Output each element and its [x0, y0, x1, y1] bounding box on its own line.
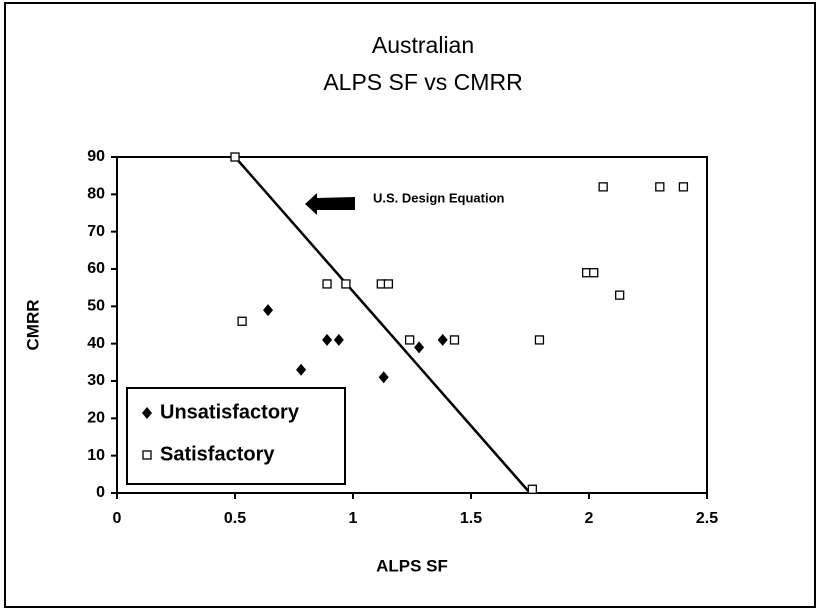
point [598, 182, 608, 192]
y-tick-label: 50 [87, 298, 105, 315]
point [333, 333, 344, 346]
point [341, 279, 351, 289]
point [678, 182, 689, 192]
point [655, 182, 665, 192]
y-tick-label: 20 [87, 410, 105, 427]
point [296, 363, 307, 376]
y-tick-label: 0 [96, 484, 105, 501]
y-tick-label: 60 [87, 260, 105, 277]
legend-label: Unsatisfactory [160, 401, 300, 423]
point [414, 341, 425, 354]
point [404, 335, 415, 345]
point [237, 316, 247, 326]
point [449, 335, 460, 345]
x-tick-label: 2 [585, 510, 594, 527]
y-tick-label: 30 [87, 372, 105, 389]
point [383, 279, 394, 289]
point [230, 152, 240, 162]
x-tick-label: 2.5 [696, 510, 718, 527]
y-tick-label: 10 [87, 447, 105, 464]
x-tick-label: 1.5 [460, 510, 482, 527]
point [322, 333, 333, 346]
plot-frame [116, 156, 708, 494]
x-tick-label: 1 [349, 510, 358, 527]
y-tick-label: 70 [87, 223, 105, 240]
chart-frame [4, 2, 816, 608]
point [263, 304, 274, 317]
y-axis-label: CMRR [23, 300, 42, 351]
point [437, 333, 448, 346]
legend-marker [142, 407, 152, 419]
legend-marker [142, 450, 152, 460]
x-axis-label: ALPS SF [376, 556, 448, 575]
y-tick-label: 40 [87, 335, 105, 352]
x-tick-label: 0 [113, 510, 122, 527]
point [527, 484, 538, 494]
legend [126, 387, 346, 485]
chart-title: Australian [372, 32, 474, 58]
point [615, 290, 625, 300]
point [534, 335, 545, 345]
design-line [234, 156, 531, 494]
x-tick-label: 0.5 [224, 510, 246, 527]
annotation-arrow [305, 193, 355, 215]
legend-label: Satisfactory [160, 443, 275, 465]
chart-title: ALPS SF vs CMRR [323, 69, 522, 95]
annotation: U.S. Design Equation [373, 190, 505, 205]
y-tick-label: 90 [87, 148, 105, 165]
point [322, 279, 332, 289]
point [378, 371, 389, 384]
point [589, 268, 599, 278]
y-tick-label: 80 [87, 186, 105, 203]
